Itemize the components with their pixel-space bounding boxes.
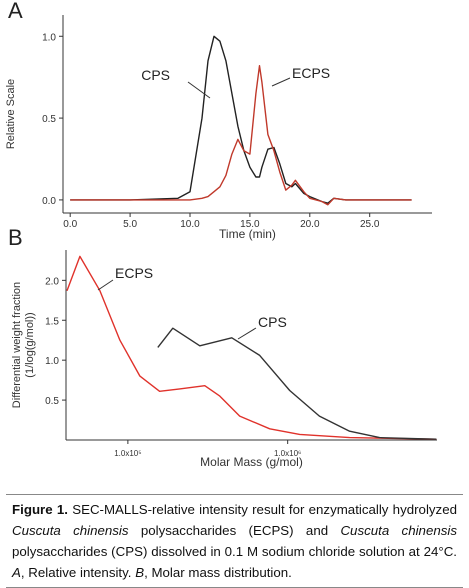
label-leader xyxy=(187,81,211,99)
y-tick-label: 0.0 xyxy=(42,196,56,207)
y-axis-label: Differential weight fraction xyxy=(11,282,23,408)
caption-text: polysaccharides (CPS) dissolved in 0.1 M… xyxy=(12,544,457,559)
caption-label: Figure 1. xyxy=(12,502,68,517)
caption-text: Cuscuta chinensis xyxy=(340,523,457,538)
caption-text: SEC-MALLS-relative intensity result for … xyxy=(67,502,457,517)
panel-label: A xyxy=(8,0,23,23)
x-tick-label: 1.0x10⁶ xyxy=(274,449,301,458)
caption-text: , Relative intensity. xyxy=(20,565,136,580)
figure: A 0.0 5.0 10.0 15.0 20.0 25.0 0.0 0.5 1.0 Time (mi… xyxy=(5,0,437,469)
series-label: CPS xyxy=(141,67,170,83)
x-tick-label: 25.0 xyxy=(360,219,380,230)
y-tick-label: 2.0 xyxy=(45,276,59,287)
label-leader xyxy=(97,279,114,291)
series-line xyxy=(66,255,437,440)
label-leader xyxy=(237,327,257,340)
series-label: CPS xyxy=(258,314,287,330)
x-tick-label: 10.0 xyxy=(180,219,200,230)
caption: Figure 1. SEC-MALLS-relative intensity r… xyxy=(6,494,463,588)
x-tick-label: 5.0 xyxy=(123,219,137,230)
series-label: ECPS xyxy=(115,265,153,281)
caption-text: , Molar mass distribution. xyxy=(144,565,292,580)
series-line xyxy=(70,65,412,206)
x-axis-label: Time (min) xyxy=(219,227,276,241)
y-axis-label: (1/log(g/mol)) xyxy=(24,312,36,377)
y-axis-label: Relative Scale xyxy=(5,79,17,149)
y-tick-label: 1.5 xyxy=(45,316,59,327)
caption-text: Cuscuta chinensis xyxy=(12,523,129,538)
y-tick-label: 0.5 xyxy=(42,114,56,125)
x-tick-label: 1.0x10⁵ xyxy=(114,449,141,458)
x-axis-label: Molar Mass (g/mol) xyxy=(200,455,303,469)
series-label: ECPS xyxy=(292,65,330,81)
x-tick-label: 15.0 xyxy=(240,219,260,230)
panel-label: B xyxy=(8,225,23,250)
series-line xyxy=(157,327,437,440)
caption-text: A xyxy=(12,565,21,580)
y-tick-label: 1.0 xyxy=(42,32,56,43)
label-leader xyxy=(271,77,291,87)
series-line xyxy=(70,35,412,204)
caption-text: B xyxy=(135,565,145,580)
y-tick-label: 0.5 xyxy=(45,396,59,407)
caption-text: polysaccharides (ECPS) and xyxy=(128,523,341,538)
y-tick-label: 1.0 xyxy=(45,356,59,367)
x-tick-label: 20.0 xyxy=(300,219,320,230)
x-tick-label: 0.0 xyxy=(63,219,77,230)
